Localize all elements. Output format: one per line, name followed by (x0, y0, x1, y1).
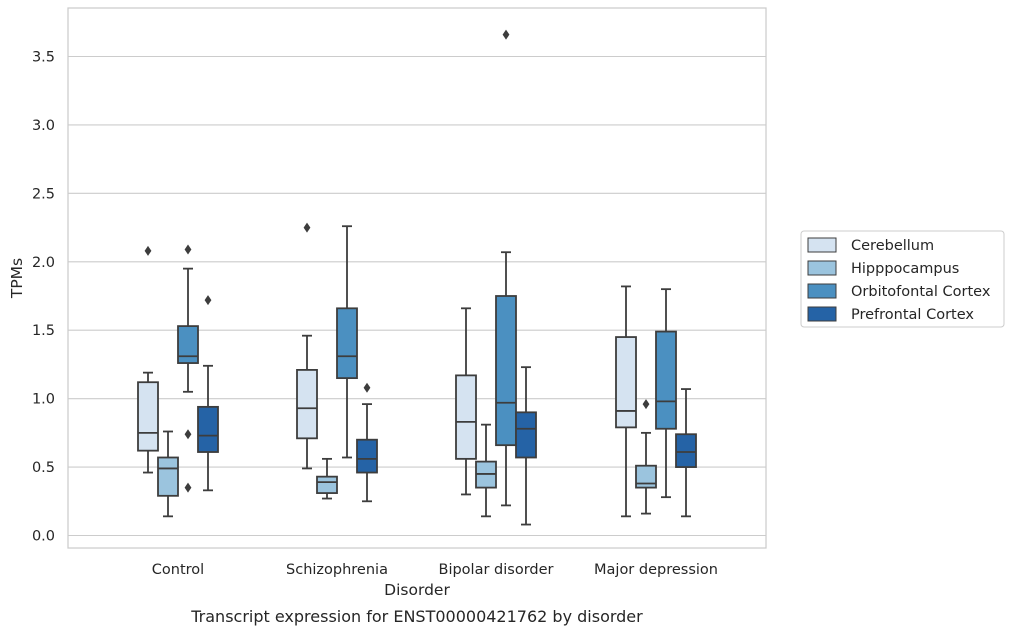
chart-caption: Transcript expression for ENST0000042176… (190, 607, 643, 626)
x-tick-label: Schizophrenia (286, 562, 388, 578)
box-group (296, 222, 318, 470)
box (615, 336, 637, 429)
box (455, 374, 477, 460)
legend-swatch (807, 283, 837, 299)
box-group (177, 244, 199, 493)
y-tick-label: 0.0 (32, 529, 55, 545)
outlier-marker (642, 399, 650, 410)
box (515, 411, 537, 459)
y-tick-label: 2.0 (32, 255, 55, 271)
plot-area-frame (67, 7, 767, 549)
box-group (495, 29, 517, 507)
box-group (316, 457, 338, 500)
box-group (675, 388, 697, 518)
outlier-marker (303, 222, 311, 233)
x-axis-ticks: Control Schizophrenia Bipolar disorder Majo… (152, 562, 718, 578)
y-tick-label: 3.5 (32, 50, 55, 66)
outlier-marker (184, 482, 192, 493)
legend-swatch (807, 260, 837, 276)
legend-label: Orbitofontal Cortex (851, 284, 991, 300)
box-group (515, 366, 537, 526)
box-group (356, 382, 378, 503)
legend-label: Cerebellum (851, 238, 934, 254)
legend-swatch (807, 306, 837, 322)
box (336, 307, 358, 380)
x-tick-label: Major depression (594, 562, 718, 578)
y-axis-title: TPMs (8, 258, 26, 299)
x-tick-label: Bipolar disorder (439, 562, 554, 578)
legend-label: Prefrontal Cortex (851, 307, 974, 323)
box-group (615, 285, 637, 518)
outlier-marker (502, 29, 510, 40)
box (197, 405, 219, 453)
box-group (635, 399, 657, 515)
box (655, 330, 677, 430)
legend-items: Cerebellum Hipppocampus Orbitofontal Corte… (807, 237, 991, 323)
y-tick-label: 3.0 (32, 118, 55, 134)
box-group (197, 295, 219, 492)
y-tick-label: 1.5 (32, 323, 55, 339)
outlier-marker (184, 429, 192, 440)
outlier-marker (144, 245, 152, 256)
box-group (475, 423, 497, 518)
x-tick-label: Control (152, 562, 204, 578)
box (177, 325, 199, 364)
y-tick-label: 1.0 (32, 392, 55, 408)
legend-frame (800, 230, 1005, 328)
box (495, 295, 517, 447)
y-axis-ticks: 0.0 0.5 1.0 1.5 2.0 2.5 3.0 3.5 (32, 50, 55, 545)
box-group (157, 430, 179, 518)
box (137, 381, 159, 452)
outlier-marker (363, 382, 371, 393)
y-tick-label: 0.5 (32, 460, 55, 476)
box (316, 475, 338, 494)
boxes (137, 29, 697, 526)
box-group (137, 245, 159, 474)
y-tick-label: 2.5 (32, 186, 55, 202)
box (356, 438, 378, 474)
box (675, 433, 697, 468)
box (635, 464, 657, 489)
outlier-marker (204, 295, 212, 306)
box (296, 369, 318, 440)
box-group (336, 225, 358, 459)
legend-label: Hipppocampus (851, 261, 959, 277)
outlier-marker (184, 244, 192, 255)
x-axis-title: Disorder (384, 581, 450, 599)
box-group (455, 307, 477, 496)
legend-swatch (807, 237, 837, 253)
legend: Cerebellum Hipppocampus Orbitofontal Corte… (800, 230, 1005, 328)
box (157, 456, 179, 497)
box-group (655, 288, 677, 499)
